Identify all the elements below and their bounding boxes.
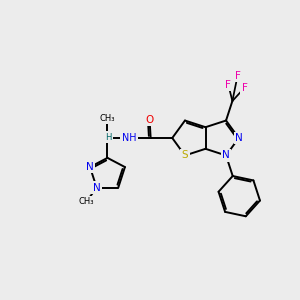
Text: N: N (93, 183, 101, 193)
Text: F: F (235, 70, 241, 80)
Text: N: N (222, 151, 230, 160)
Text: NH: NH (122, 133, 136, 143)
Text: F: F (225, 80, 231, 89)
Text: O: O (146, 115, 154, 124)
Text: CH₃: CH₃ (100, 114, 115, 123)
Text: CH₃: CH₃ (79, 197, 94, 206)
Text: N: N (86, 162, 94, 172)
Text: N: N (235, 133, 243, 143)
Text: S: S (182, 151, 188, 160)
Text: H: H (106, 133, 112, 142)
Text: F: F (242, 82, 247, 93)
